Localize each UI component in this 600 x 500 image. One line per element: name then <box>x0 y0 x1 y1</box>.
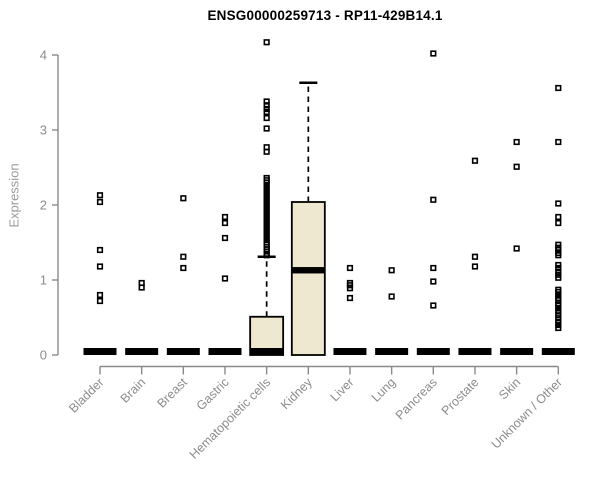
outlier-point <box>513 138 520 146</box>
median-line <box>416 348 450 355</box>
outlier-point <box>263 148 270 155</box>
outlier-point <box>221 275 229 282</box>
y-tick-label: 2 <box>40 198 47 213</box>
outlier-point <box>555 274 562 281</box>
median-line <box>375 348 409 355</box>
outlier-point <box>513 163 520 170</box>
y-tick-label: 1 <box>40 273 47 288</box>
chart-title: ENSG00000259713 - RP11-429B14.1 <box>207 8 443 23</box>
x-tick-label: Brain <box>118 375 149 406</box>
outlier-point <box>346 285 354 292</box>
outlier-point <box>555 252 562 259</box>
outlier-point <box>263 252 270 259</box>
x-tick-label: Gastric <box>194 375 232 413</box>
outlier-point <box>555 219 562 227</box>
y-tick-label: 0 <box>40 348 47 363</box>
outlier-point <box>138 284 145 291</box>
box <box>290 201 326 356</box>
outlier-point <box>555 264 562 272</box>
outlier-point <box>263 108 270 116</box>
outlier-point <box>555 308 562 315</box>
outlier-point <box>221 213 229 221</box>
median-line <box>458 348 492 355</box>
outlier-point <box>388 267 395 274</box>
x-tick-label: Prostate <box>439 375 482 418</box>
outlier-point <box>346 264 354 272</box>
outlier-point <box>555 213 562 221</box>
outlier-point <box>430 302 437 309</box>
outlier-point <box>96 291 104 299</box>
median-line <box>208 348 242 355</box>
outlier-point <box>430 196 437 203</box>
outlier-point <box>555 315 562 322</box>
outlier-point <box>96 263 104 270</box>
outlier-point <box>263 39 270 46</box>
outlier-point <box>263 114 270 122</box>
outlier-point <box>180 195 187 202</box>
x-tick-label: Hematopoietic cells <box>187 375 274 462</box>
outlier-point <box>96 192 104 199</box>
x-tick-label: Skin <box>496 375 523 402</box>
x-tick-label: Breast <box>154 375 190 411</box>
outlier-point <box>430 50 437 57</box>
outlier-point <box>263 102 270 109</box>
outlier-point <box>430 264 437 272</box>
x-tick-label: Liver <box>328 375 357 404</box>
outlier-point <box>555 200 562 207</box>
median-line <box>166 348 200 355</box>
outlier-point <box>346 294 354 302</box>
outlier-point <box>263 98 270 105</box>
outlier-point <box>471 253 479 260</box>
x-tick-label: Lung <box>369 375 399 405</box>
median-line <box>83 348 117 355</box>
x-tick-label: Pancreas <box>393 375 440 422</box>
x-tick-label: Unknown / Other <box>489 375 565 451</box>
outlier-point <box>180 264 187 272</box>
median-line <box>541 348 575 355</box>
y-tick-label: 4 <box>40 48 47 63</box>
median-line <box>250 348 284 355</box>
outlier-point <box>96 246 104 254</box>
outlier-point <box>96 198 104 206</box>
outlier-point <box>221 219 229 227</box>
outlier-point <box>471 157 479 164</box>
outlier-point <box>388 293 395 300</box>
median-line <box>333 348 367 355</box>
outlier-point <box>430 278 437 285</box>
median-line <box>291 267 325 274</box>
outlier-point <box>180 253 187 260</box>
outlier-point <box>555 138 562 146</box>
outlier-point <box>221 234 229 242</box>
median-line <box>125 348 159 355</box>
outlier-point <box>555 324 562 332</box>
outlier-point <box>96 297 104 305</box>
outlier-point <box>513 245 520 252</box>
outlier-point <box>555 84 562 92</box>
median-line <box>500 348 534 355</box>
x-tick-label: Kidney <box>278 375 315 412</box>
outlier-point <box>471 263 479 270</box>
x-tick-label: Bladder <box>66 375 106 415</box>
y-tick-label: 3 <box>40 123 47 138</box>
outlier-point <box>263 125 270 132</box>
